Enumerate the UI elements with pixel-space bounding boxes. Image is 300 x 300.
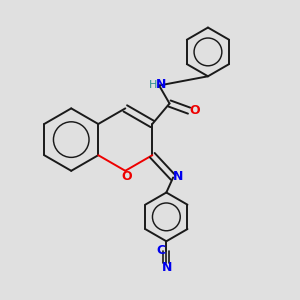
Text: O: O xyxy=(122,170,132,183)
Text: N: N xyxy=(173,169,183,182)
Text: N: N xyxy=(156,78,167,92)
Text: N: N xyxy=(162,261,172,274)
Text: C: C xyxy=(156,244,166,257)
Text: O: O xyxy=(189,103,200,116)
Text: H: H xyxy=(148,80,157,90)
